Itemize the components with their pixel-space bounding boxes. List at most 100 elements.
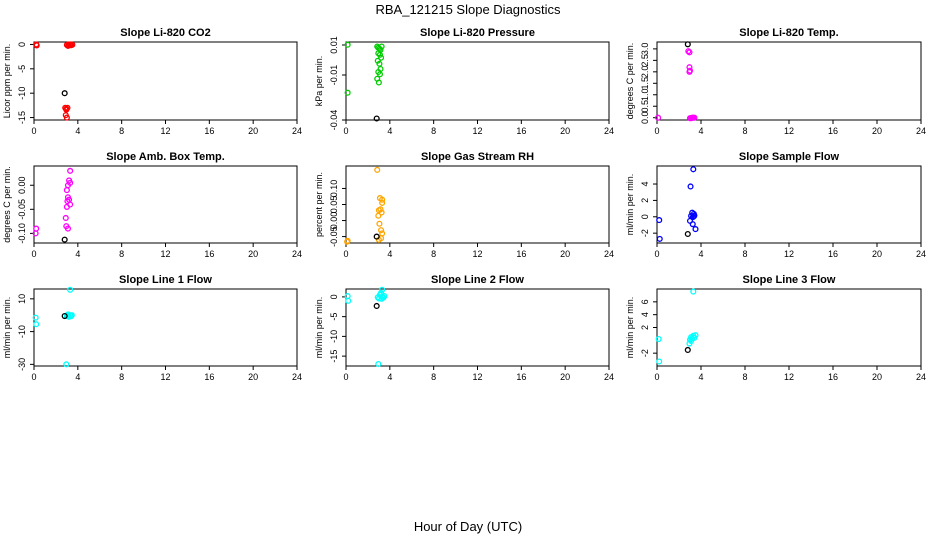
y-tick-label: 1.0 bbox=[640, 89, 650, 102]
y-tick-label: 1.5 bbox=[640, 77, 650, 90]
x-tick-label: 0 bbox=[343, 126, 348, 136]
data-point bbox=[67, 286, 74, 293]
x-tick-label: 24 bbox=[604, 372, 614, 382]
x-tick-label: 20 bbox=[872, 249, 882, 259]
data-point bbox=[690, 288, 697, 295]
data-point bbox=[374, 57, 381, 64]
plot-frame bbox=[656, 288, 922, 367]
data-point bbox=[69, 41, 76, 48]
data-point bbox=[375, 79, 382, 86]
figure-xlabel: Hour of Day (UTC) bbox=[414, 519, 522, 534]
data-point bbox=[687, 183, 694, 190]
x-tick-label: 16 bbox=[516, 126, 526, 136]
y-tick-label: -10 bbox=[329, 330, 339, 343]
y-tick-label: 0.00 bbox=[17, 176, 27, 194]
chart-title: Slope Amb. Box Temp. bbox=[106, 151, 225, 163]
data-point bbox=[374, 166, 381, 173]
data-point bbox=[686, 340, 693, 347]
x-tick-label: 8 bbox=[431, 372, 436, 382]
data-point bbox=[378, 43, 385, 50]
x-tick-label: 16 bbox=[828, 126, 838, 136]
x-tick-label: 8 bbox=[742, 249, 747, 259]
y-tick-label: -10 bbox=[17, 325, 27, 338]
x-tick-label: 4 bbox=[698, 372, 703, 382]
y-tick-label: -0.01 bbox=[329, 65, 339, 86]
data-point bbox=[32, 314, 39, 321]
data-point bbox=[379, 199, 386, 206]
y-tick-label: 0 bbox=[640, 214, 650, 219]
data-point bbox=[655, 335, 662, 343]
chart-panel: Slope Sample Flow ml/min per min. 0 4 8 12 16 2… bbox=[625, 151, 926, 259]
x-tick-label: 24 bbox=[292, 372, 302, 382]
y-tick-label: -5 bbox=[17, 65, 27, 73]
x-tick-label: 8 bbox=[742, 126, 747, 136]
y-tick-label: 0.0 bbox=[640, 111, 650, 124]
data-point bbox=[686, 336, 694, 343]
data-point bbox=[655, 114, 662, 121]
y-axis-label: degrees C per min. bbox=[625, 43, 635, 120]
x-tick-label: 16 bbox=[828, 372, 838, 382]
y-axis-label: ml/min per min. bbox=[2, 297, 12, 359]
x-tick-label: 24 bbox=[604, 126, 614, 136]
data-point bbox=[376, 60, 383, 67]
y-tick-label: 0.00 bbox=[329, 212, 339, 230]
latest-data-point bbox=[61, 236, 68, 243]
y-tick-label: 2.0 bbox=[640, 66, 650, 79]
chart-panel: Slope Gas Stream RH percent per min. 0 4 8 12… bbox=[314, 151, 614, 259]
x-tick-label: 20 bbox=[872, 126, 882, 136]
y-axis-label: ml/min per min. bbox=[625, 297, 635, 359]
x-tick-label: 20 bbox=[560, 372, 570, 382]
x-tick-label: 16 bbox=[516, 372, 526, 382]
x-tick-label: 20 bbox=[248, 372, 258, 382]
x-tick-label: 16 bbox=[828, 249, 838, 259]
data-point bbox=[686, 64, 693, 71]
x-tick-label: 12 bbox=[784, 126, 794, 136]
x-tick-label: 16 bbox=[516, 249, 526, 259]
data-point bbox=[344, 237, 351, 244]
x-tick-label: 0 bbox=[654, 372, 659, 382]
data-point bbox=[375, 295, 382, 302]
chart-title: Slope Line 3 Flow bbox=[743, 274, 836, 286]
data-point bbox=[656, 235, 663, 242]
x-tick-label: 24 bbox=[916, 249, 926, 259]
y-tick-label: -15 bbox=[329, 350, 339, 363]
x-tick-label: 16 bbox=[204, 126, 214, 136]
x-tick-label: 0 bbox=[31, 372, 36, 382]
latest-data-point bbox=[61, 90, 68, 97]
y-tick-label: 0 bbox=[329, 294, 339, 299]
y-tick-label: 2 bbox=[640, 198, 650, 203]
data-point bbox=[376, 51, 384, 58]
x-tick-label: 20 bbox=[872, 372, 882, 382]
plot-frame bbox=[345, 41, 610, 121]
y-tick-label: -0.04 bbox=[329, 110, 339, 131]
y-axis-label: ml/min per min. bbox=[314, 297, 324, 359]
data-point bbox=[686, 49, 693, 56]
y-tick-label: 4 bbox=[640, 312, 650, 317]
data-point bbox=[63, 106, 70, 113]
data-point bbox=[33, 321, 40, 328]
x-tick-label: 12 bbox=[472, 249, 482, 259]
data-point bbox=[379, 196, 386, 203]
data-point bbox=[374, 294, 381, 301]
y-tick-label: 2.5 bbox=[640, 54, 650, 67]
data-point bbox=[63, 361, 70, 368]
latest-data-point bbox=[373, 115, 380, 122]
x-tick-label: 4 bbox=[698, 249, 703, 259]
y-tick-label: -2 bbox=[640, 349, 650, 357]
data-point bbox=[378, 227, 385, 234]
plot-frame bbox=[33, 41, 298, 121]
data-point bbox=[63, 114, 70, 121]
chart-panel: Slope Li-820 Pressure kPa per min. 0 4 8 12 16… bbox=[314, 27, 614, 136]
x-tick-label: 4 bbox=[75, 126, 80, 136]
x-tick-label: 16 bbox=[204, 249, 214, 259]
x-tick-label: 12 bbox=[160, 249, 170, 259]
panel-grid: Slope Li-820 CO2 Licor ppm per min. 0 4 8 12 1… bbox=[2, 27, 926, 382]
x-tick-label: 0 bbox=[654, 249, 659, 259]
x-tick-label: 4 bbox=[387, 126, 392, 136]
latest-data-point bbox=[684, 230, 691, 238]
data-point bbox=[63, 203, 70, 210]
data-point bbox=[690, 213, 697, 220]
data-point bbox=[344, 41, 351, 48]
chart-title: Slope Li-820 CO2 bbox=[120, 27, 210, 39]
y-axis-label: percent per min. bbox=[314, 172, 324, 237]
